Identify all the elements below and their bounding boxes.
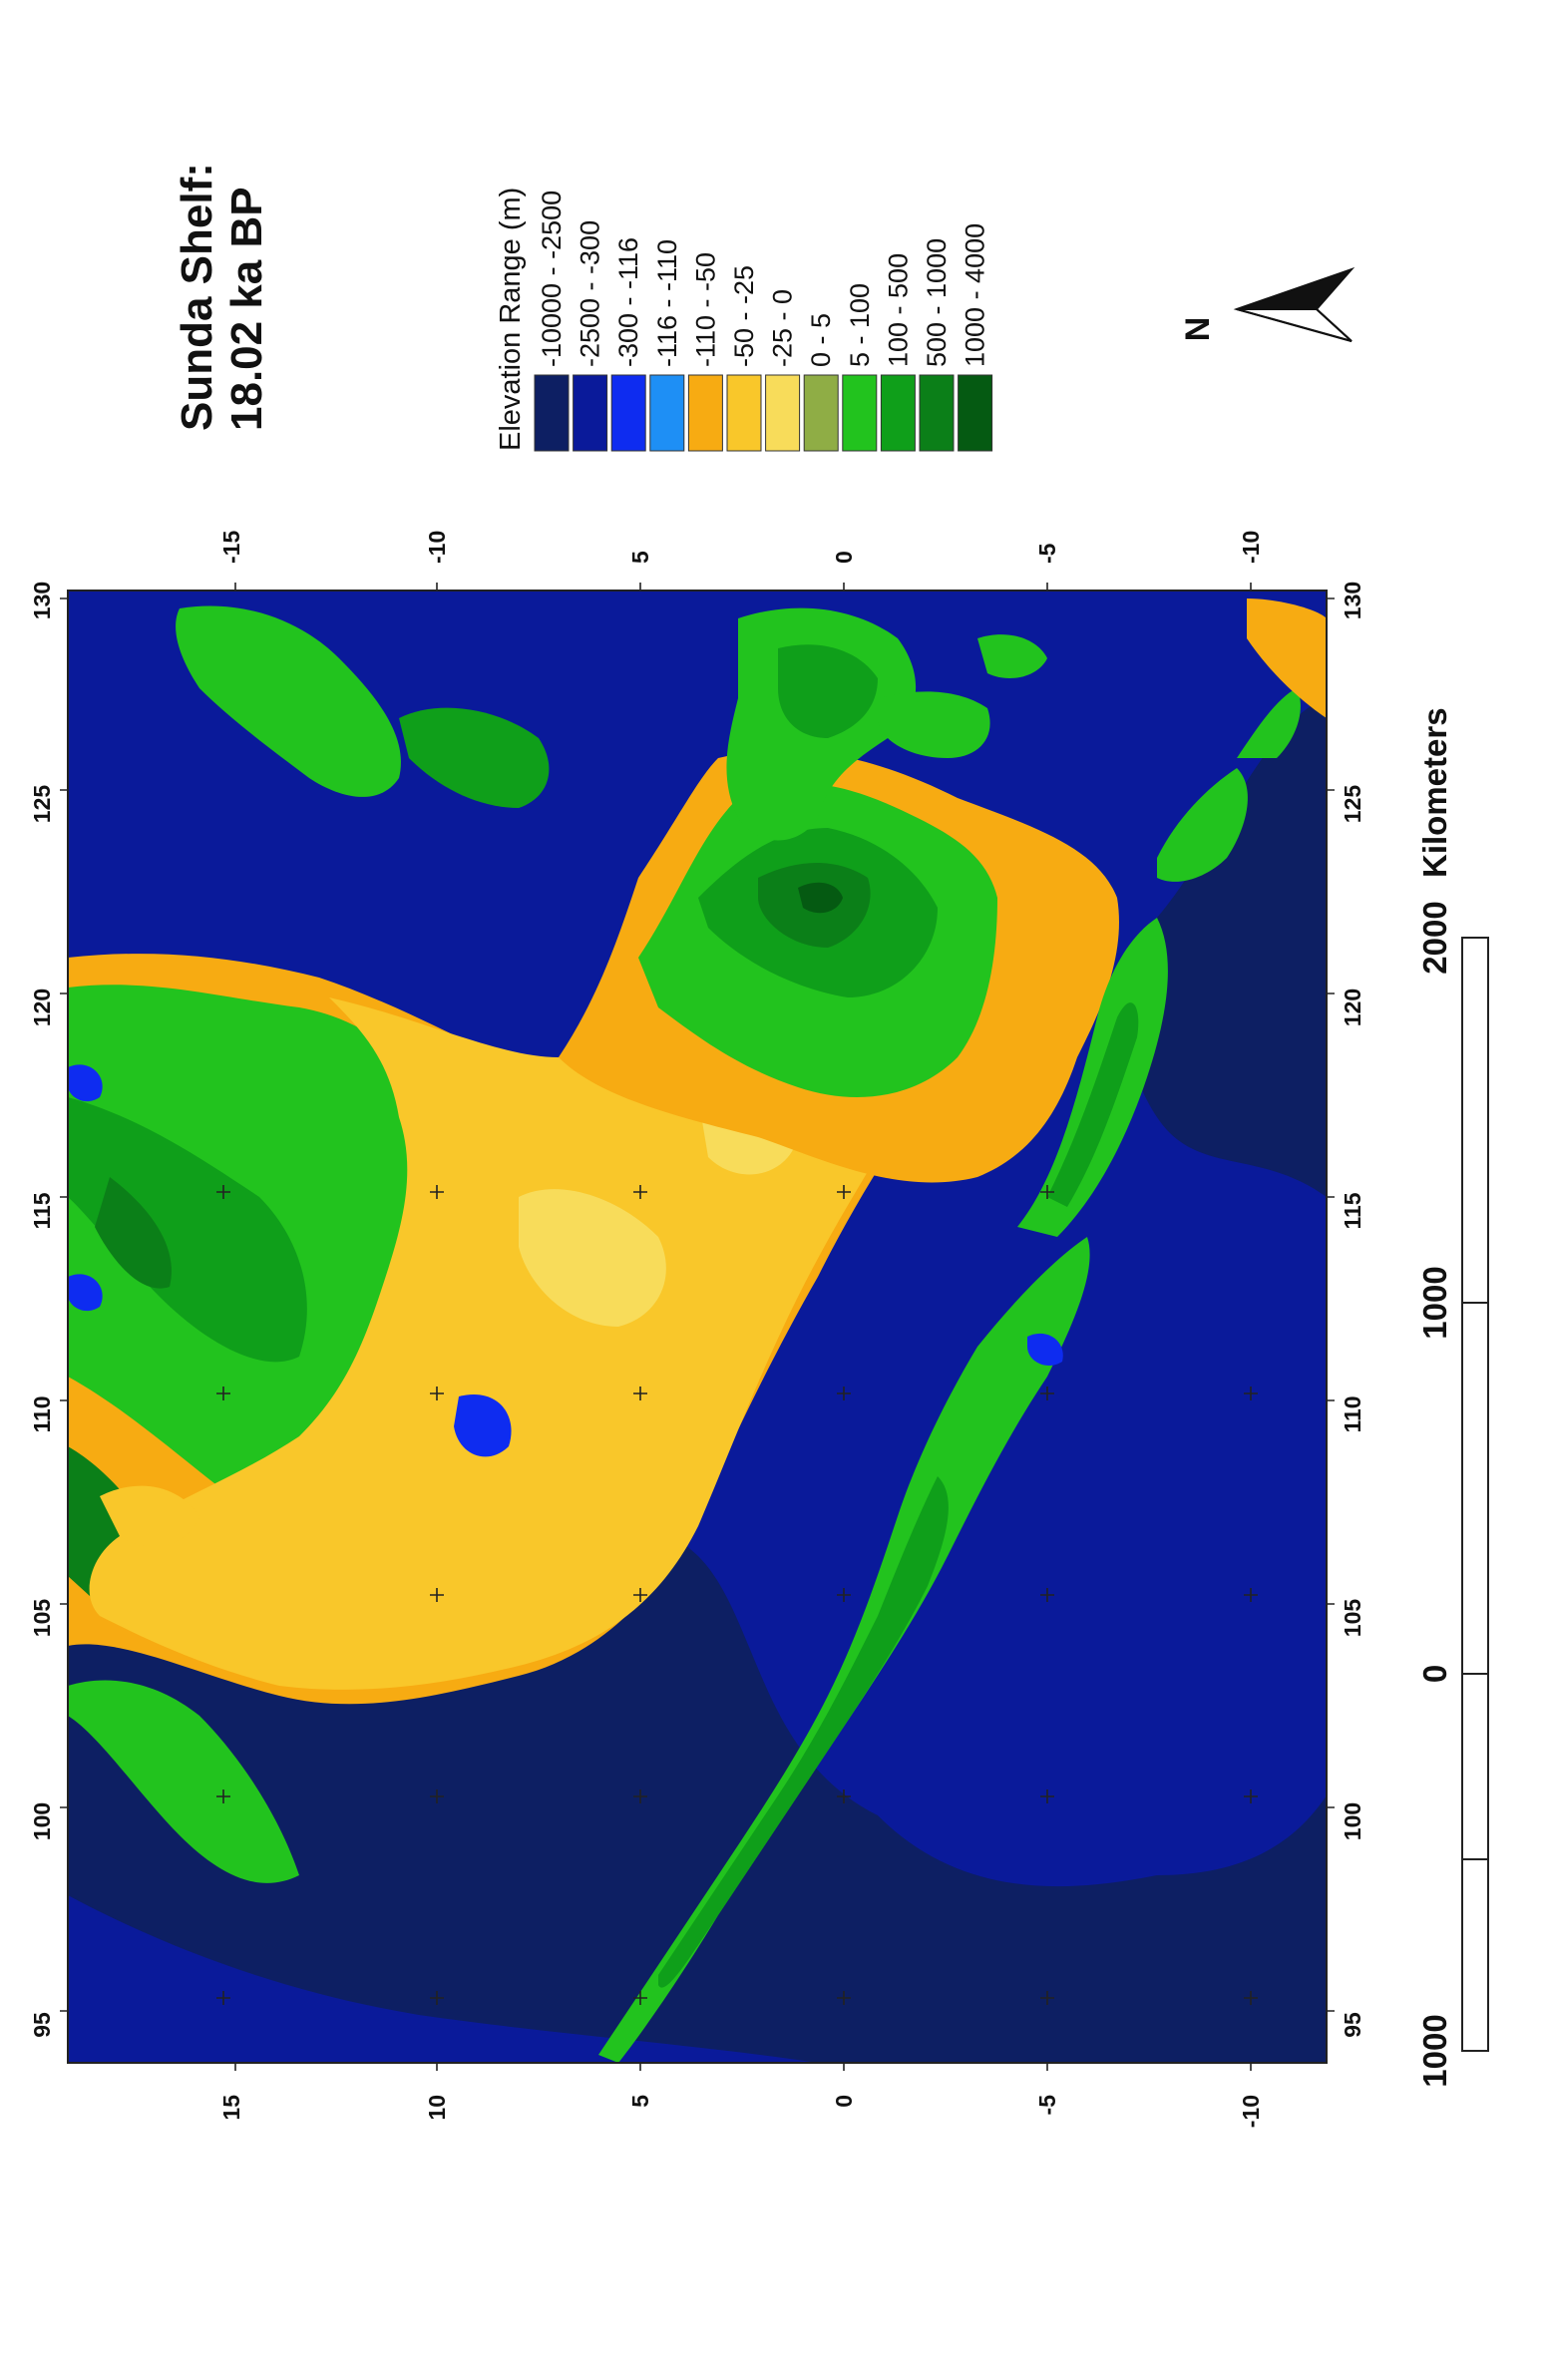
- scale-bar-box: [1461, 937, 1489, 2052]
- lon-label-left-120: 120: [29, 989, 55, 1026]
- legend-swatch-1: [573, 374, 608, 452]
- legend-label-9: 100 - 500: [883, 253, 913, 367]
- scale-label-1000-left: 1000: [1416, 2014, 1453, 2087]
- legend-title: Elevation Range (m): [495, 188, 527, 451]
- lon-label-left-105: 105: [29, 1599, 55, 1638]
- longitude-labels-left: 95 100 105 110 115 120 125 130: [29, 582, 55, 2038]
- scale-label-2000: 2000: [1416, 901, 1453, 974]
- legend-swatch-2: [610, 374, 646, 452]
- legend-swatches: [534, 374, 993, 452]
- scale-label-1000: 1000: [1416, 1266, 1453, 1339]
- lat-label-bottom-0: 0: [831, 2095, 857, 2108]
- lat-label-bottom-15: 15: [218, 2095, 244, 2121]
- legend-swatch-5: [726, 374, 762, 452]
- lon-label-right-100: 100: [1340, 1802, 1365, 1840]
- sulawesi-and-philippines: [100, 605, 917, 1547]
- lat-label-top-m10: -10: [1238, 531, 1264, 564]
- legend-label-1: -2500 - -300: [576, 220, 605, 367]
- lon-label-left-115: 115: [29, 1192, 55, 1229]
- frame-ticks: [60, 583, 1335, 2071]
- lat-label-top-0: 0: [831, 551, 857, 564]
- title-line-2: 18.02 ka BP: [222, 187, 271, 431]
- graticule-crosses: [216, 1185, 1258, 2005]
- lon-label-left-130: 130: [29, 582, 55, 619]
- north-arrow-icon: [1233, 266, 1355, 342]
- legend-label-8: 5 - 100: [845, 283, 875, 367]
- legend-label-7: 0 - 5: [806, 313, 836, 367]
- legend-swatch-10: [919, 374, 955, 452]
- legend-swatch-4: [687, 374, 723, 452]
- legend-swatch-6: [765, 374, 801, 452]
- latitude-labels-bottom: 15 10 5 0 -5 -10: [218, 2095, 1264, 2128]
- map-frame: [67, 590, 1328, 2064]
- legend-label-6: -25 - 0: [768, 289, 798, 367]
- legend-swatch-0: [534, 374, 570, 452]
- lat-label-top-15: -15: [218, 531, 244, 564]
- legend-swatch-3: [649, 374, 685, 452]
- lon-label-left-95: 95: [29, 2012, 55, 2038]
- legend-label-10: 500 - 1000: [922, 238, 952, 367]
- longitude-labels-right: 95 100 105 110 115 120 125 130: [1340, 582, 1365, 2038]
- coastal-shelf-detail: [68, 1274, 1063, 1457]
- lon-label-right-130: 130: [1340, 582, 1365, 619]
- elevation-legend: Elevation Range (m) -10000 - -2500 -2500 …: [495, 188, 993, 452]
- map-area: [68, 591, 1327, 2063]
- borneo-landmass: [559, 750, 1119, 1183]
- legend-label-11: 1000 - 4000: [961, 223, 990, 367]
- legend-swatch-9: [880, 374, 916, 452]
- lat-label-bottom-m10: -10: [1238, 2095, 1264, 2128]
- legend-label-2: -300 - -116: [613, 237, 643, 367]
- legend-label-3: -116 - -110: [652, 239, 682, 367]
- scale-bar-ticks: [1462, 1302, 1488, 1860]
- scale-label-0: 0: [1416, 1665, 1453, 1683]
- latitude-labels-top: -15 -10 5 0 -5 -10: [218, 531, 1264, 564]
- lon-label-right-120: 120: [1340, 989, 1365, 1026]
- legend-label-5: -50 - -25: [729, 265, 759, 367]
- lon-label-right-105: 105: [1340, 1599, 1365, 1638]
- title-line-1: Sunda Shelf:: [173, 163, 221, 431]
- lat-label-top-m5: -5: [1034, 543, 1060, 564]
- lon-label-right-125: 125: [1340, 785, 1365, 824]
- legend-swatch-11: [958, 374, 993, 452]
- lat-label-bottom-5: 5: [627, 2095, 653, 2108]
- lat-label-bottom-m5: -5: [1034, 2095, 1060, 2116]
- lat-label-top-10: -10: [424, 531, 450, 564]
- lon-label-right-115: 115: [1340, 1192, 1365, 1229]
- lat-label-bottom-10: 10: [424, 2095, 450, 2121]
- legend-label-4: -110 - -50: [690, 252, 720, 367]
- legend-labels: -10000 - -2500 -2500 - -300 -300 - -116 -11…: [537, 191, 990, 367]
- sumatra-java-arc: [598, 918, 1168, 2063]
- legend-swatch-7: [803, 374, 839, 452]
- legend-swatch-8: [842, 374, 878, 452]
- lat-label-top-5: 5: [627, 551, 653, 564]
- lon-label-right-95: 95: [1340, 2012, 1365, 2038]
- north-label: N: [1179, 317, 1217, 342]
- scale-unit-label: Kilometers: [1416, 707, 1453, 878]
- lon-label-left-100: 100: [29, 1802, 55, 1840]
- lon-label-left-110: 110: [29, 1395, 55, 1432]
- lon-label-left-125: 125: [29, 785, 55, 824]
- lon-label-right-110: 110: [1340, 1395, 1365, 1432]
- map-title: Sunda Shelf: 18.02 ka BP: [173, 163, 271, 431]
- scale-bar: 1000 0 1000 2000 Kilometers: [1416, 707, 1489, 2088]
- legend-label-0: -10000 - -2500: [537, 191, 567, 367]
- eastern-islands: [878, 598, 1327, 882]
- north-arrow: N: [1179, 266, 1355, 342]
